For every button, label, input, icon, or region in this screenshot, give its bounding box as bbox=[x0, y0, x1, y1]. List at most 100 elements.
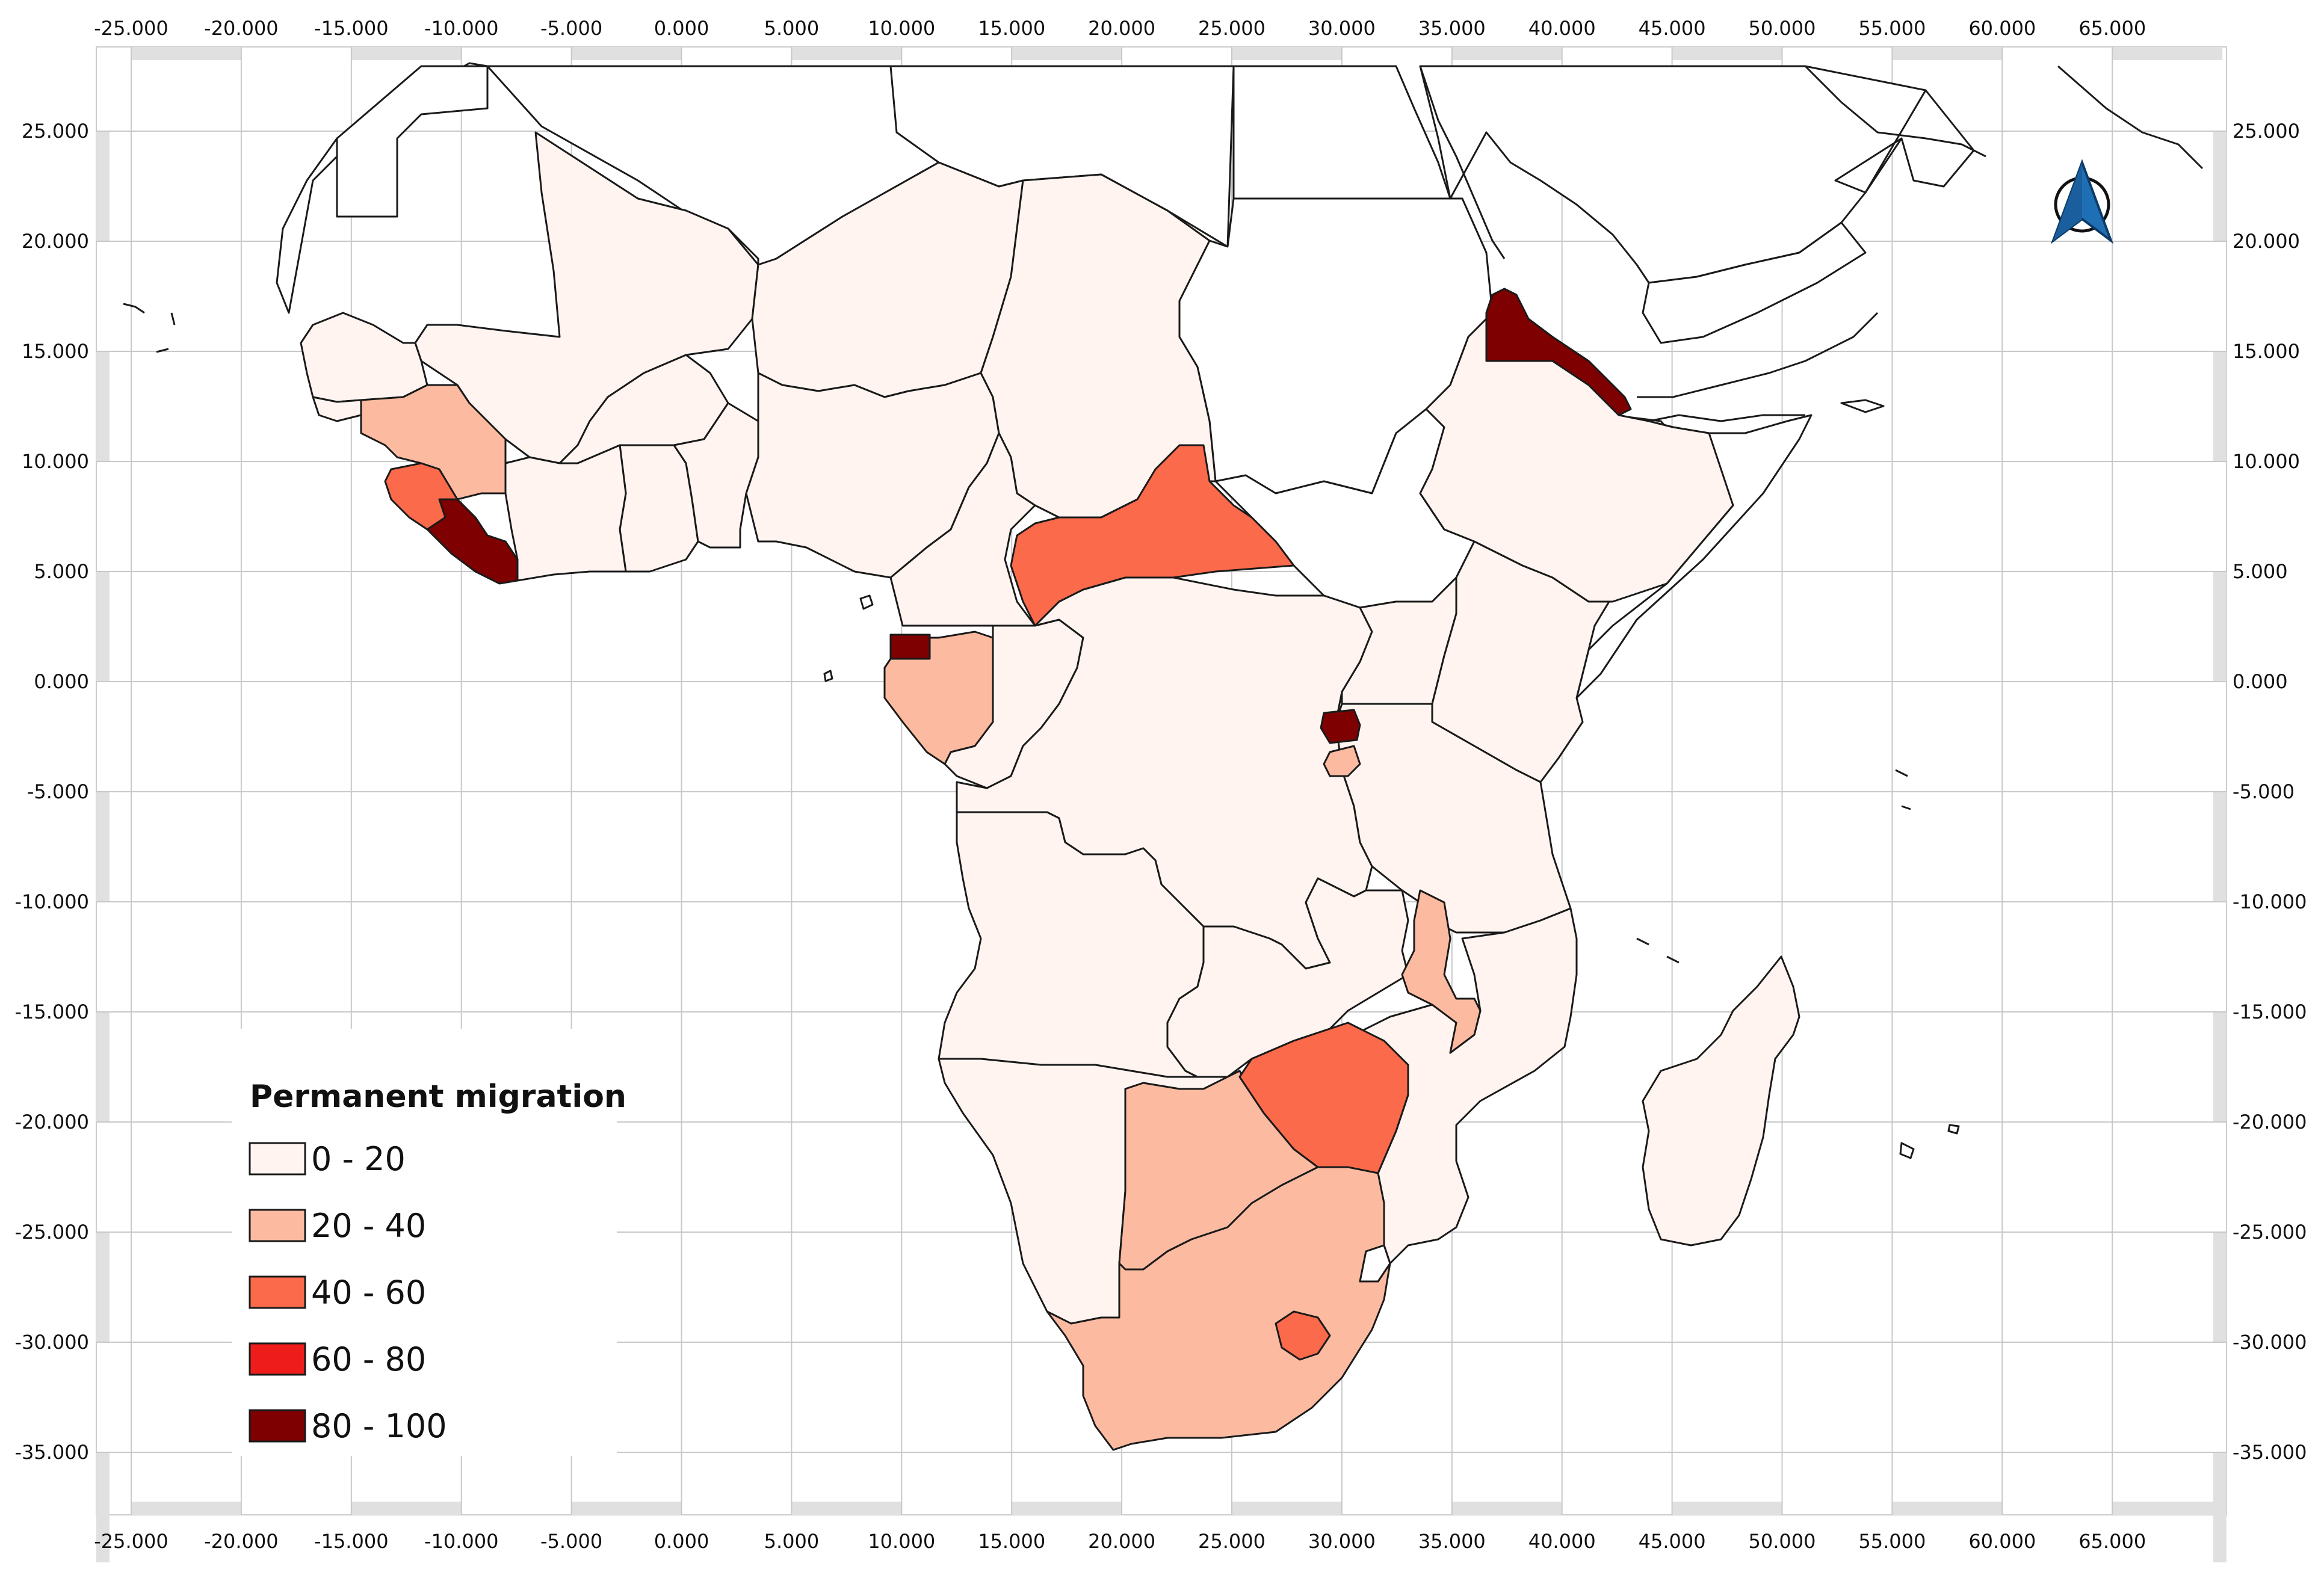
island-sao-tome bbox=[823, 670, 833, 682]
legend-swatch bbox=[249, 1142, 306, 1176]
x-tick-label: 15.000 bbox=[978, 17, 1045, 40]
legend-swatch bbox=[249, 1209, 306, 1242]
y-tick-label: 25.000 bbox=[2233, 120, 2300, 143]
x-tick-label: 35.000 bbox=[1418, 1530, 1486, 1553]
x-tick-label: -20.000 bbox=[204, 1530, 279, 1553]
y-tick-label: 20.000 bbox=[2233, 230, 2300, 253]
y-tick-label: -5.000 bbox=[2233, 780, 2295, 803]
country-car bbox=[1010, 444, 1295, 627]
x-tick-label: 10.000 bbox=[868, 1530, 935, 1553]
y-axis-left-labels: 25.000 20.000 15.000 10.000 5.000 0.000 -5.000… bbox=[14, 120, 89, 1464]
x-tick-label: 20.000 bbox=[1088, 1530, 1155, 1553]
x-tick-label: 15.000 bbox=[978, 1530, 1045, 1553]
legend-swatch bbox=[249, 1342, 306, 1376]
island-seychelles bbox=[1895, 769, 1911, 810]
legend-label: 60 - 80 bbox=[311, 1340, 426, 1378]
y-tick-label: 10.000 bbox=[22, 450, 89, 473]
y-tick-label: -30.000 bbox=[14, 1331, 89, 1354]
country-lesotho bbox=[1275, 1310, 1331, 1361]
legend-label: 80 - 100 bbox=[311, 1407, 447, 1445]
legend-title: Permanent migration bbox=[250, 1079, 626, 1115]
y-tick-label: -5.000 bbox=[27, 780, 89, 803]
y-tick-label: -10.000 bbox=[2233, 890, 2307, 913]
x-tick-label: 55.000 bbox=[1858, 17, 1926, 40]
country-rwanda bbox=[1320, 709, 1361, 744]
x-tick-label: 5.000 bbox=[764, 1530, 820, 1553]
country-eswatini bbox=[1359, 1244, 1391, 1283]
x-tick-label: 25.000 bbox=[1198, 17, 1266, 40]
x-tick-label: 50.000 bbox=[1749, 1530, 1816, 1553]
country-equatorial-guinea bbox=[889, 633, 931, 660]
x-tick-label: -15.000 bbox=[314, 1530, 389, 1553]
x-tick-label: 40.000 bbox=[1528, 1530, 1596, 1553]
x-tick-label: 45.000 bbox=[1639, 1530, 1706, 1553]
x-tick-label: 35.000 bbox=[1418, 17, 1486, 40]
x-tick-label: -25.000 bbox=[94, 1530, 168, 1553]
island-socotra bbox=[1840, 399, 1885, 413]
country-gabon bbox=[883, 630, 994, 765]
y-tick-label: -20.000 bbox=[14, 1111, 89, 1133]
country-madagascar bbox=[1642, 955, 1800, 1247]
coast-persia bbox=[1804, 65, 1986, 158]
y-tick-label: 15.000 bbox=[2233, 340, 2300, 363]
x-tick-label: 0.000 bbox=[654, 17, 709, 40]
y-axis-right-labels: 25.000 20.000 15.000 10.000 5.000 0.000 -5.000… bbox=[2233, 120, 2307, 1464]
y-tick-label: 0.000 bbox=[2233, 670, 2288, 693]
legend-swatch bbox=[249, 1275, 306, 1309]
country-cameroon bbox=[889, 432, 1036, 627]
y-tick-label: 10.000 bbox=[2233, 450, 2300, 473]
x-tick-label: -5.000 bbox=[540, 1530, 602, 1553]
y-tick-label: 5.000 bbox=[2233, 560, 2288, 583]
y-tick-label: -15.000 bbox=[2233, 1000, 2307, 1023]
x-tick-label: -25.000 bbox=[94, 17, 168, 40]
north-arrow-icon bbox=[2050, 159, 2114, 244]
coast-iran-south bbox=[2057, 65, 2204, 170]
x-tick-label: 60.000 bbox=[1968, 1530, 2036, 1553]
country-oman bbox=[1834, 89, 1975, 194]
legend-swatch bbox=[249, 1409, 306, 1443]
country-zimbabwe bbox=[1238, 1022, 1409, 1174]
country-north-west-block bbox=[336, 65, 489, 218]
x-tick-label: 25.000 bbox=[1198, 1530, 1266, 1553]
island-cape-verde bbox=[123, 303, 176, 353]
island-comoros bbox=[1636, 937, 1680, 964]
legend: Permanent migration 0 - 20 20 - 40 40 - 60… bbox=[232, 1029, 626, 1456]
x-tick-label: -10.000 bbox=[424, 17, 499, 40]
country-yemen bbox=[1642, 221, 1867, 344]
y-tick-label: -35.000 bbox=[14, 1441, 89, 1464]
x-axis-bottom-labels: -25.000 -20.000 -15.000 -10.000 -5.000 0.000 5… bbox=[94, 1530, 2146, 1553]
country-cote-divoire bbox=[504, 444, 627, 582]
x-tick-label: 5.000 bbox=[764, 17, 820, 40]
legend-label: 40 - 60 bbox=[311, 1274, 426, 1312]
y-tick-label: -30.000 bbox=[2233, 1331, 2307, 1354]
y-tick-label: -25.000 bbox=[14, 1221, 89, 1244]
x-tick-label: -10.000 bbox=[424, 1530, 499, 1553]
y-tick-label: -20.000 bbox=[2233, 1111, 2307, 1133]
x-tick-label: 0.000 bbox=[654, 1530, 709, 1553]
y-tick-label: 25.000 bbox=[22, 120, 89, 143]
y-tick-label: -25.000 bbox=[2233, 1221, 2307, 1244]
country-burundi bbox=[1323, 745, 1361, 777]
y-tick-label: 5.000 bbox=[34, 560, 89, 583]
x-tick-label: 60.000 bbox=[1968, 17, 2036, 40]
x-tick-label: 30.000 bbox=[1308, 17, 1376, 40]
island-bioko bbox=[859, 594, 874, 610]
country-togo-benin bbox=[673, 402, 759, 549]
coast-arabia-west bbox=[1419, 66, 1506, 259]
country-polygons bbox=[123, 62, 2204, 1451]
country-eritrea bbox=[1485, 288, 1632, 416]
x-tick-label: -5.000 bbox=[540, 17, 602, 40]
x-tick-label: 40.000 bbox=[1528, 17, 1596, 40]
x-tick-label: 10.000 bbox=[868, 17, 935, 40]
coast-somaliland bbox=[1648, 414, 1805, 422]
x-tick-label: 30.000 bbox=[1308, 1530, 1376, 1553]
coast-gulf bbox=[1637, 312, 1879, 398]
y-tick-label: 20.000 bbox=[22, 230, 89, 253]
country-malawi bbox=[1401, 889, 1482, 1054]
island-mauritius bbox=[1899, 1142, 1915, 1159]
x-tick-label: 50.000 bbox=[1749, 17, 1816, 40]
legend-label: 0 - 20 bbox=[311, 1140, 406, 1178]
x-tick-label: -20.000 bbox=[204, 17, 279, 40]
x-tick-label: 65.000 bbox=[2078, 17, 2146, 40]
